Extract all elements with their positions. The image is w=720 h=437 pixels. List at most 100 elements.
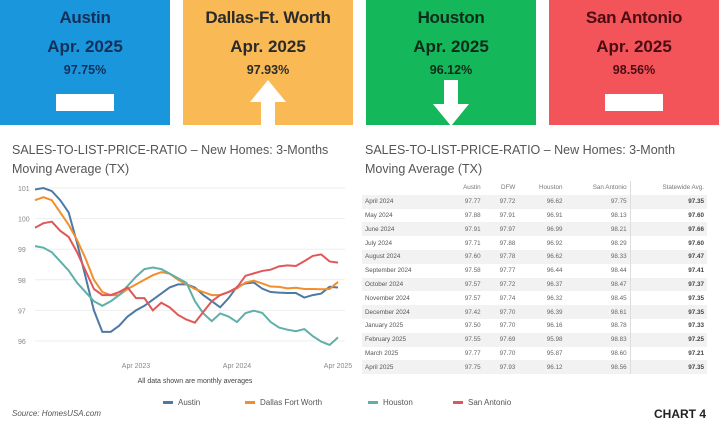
table-cell: 97.77 [464,349,481,357]
x-tick-label: Apr 2025 [324,363,353,370]
y-tick-label: 98 [18,278,26,285]
column-header [362,181,446,195]
table-cell: 97.70 [499,322,516,330]
table-cell: 97.60 [629,208,707,223]
card-month: Apr. 2025 [596,37,672,56]
card-value: 97.93% [246,63,290,77]
table-cell: 95.98 [546,336,563,344]
table-cell: September 2024 [365,267,412,275]
table-cell: 97.21 [629,346,707,361]
table-cell: 97.77 [464,198,481,206]
table-cell: 98.83 [610,336,627,344]
table-row: April 2025 97.75 97.93 96.12 98.56 97.35 [362,360,707,375]
data-table: Austin DFW Houston San Antonio Statewide Avg… [362,181,707,375]
table-cell: March 2025 [365,349,399,357]
series-line-dallas-fort-worth [34,196,339,297]
table-cell: 97.60 [629,236,707,250]
market-card-san-antonio: San Antonio Apr. 2025 98.56% [549,0,719,125]
card-value: 98.56% [612,63,656,77]
chart-title: SALES-TO-LIST-PRICE-RATIO – New Homes: 3… [12,143,329,176]
table-cell: 96.62 [546,198,563,206]
table-cell: April 2024 [365,198,394,206]
table-cell: 97.72 [499,280,516,288]
table-row: February 2025 97.55 97.69 95.98 98.83 97.25 [362,332,707,347]
table-cell: 96.91 [546,211,563,219]
table-cell: 97.55 [464,336,481,344]
table-cell: 96.92 [546,239,563,247]
table-cell: May 2024 [365,211,393,219]
series-line-san-antonio [34,220,339,324]
table-cell: 96.44 [546,267,563,275]
table-cell: December 2024 [365,308,410,316]
table-cell: 97.78 [499,253,516,261]
market-card-dallas-ft-worth: Dallas-Ft. Worth Apr. 2025 97.93% [183,0,353,126]
table-cell: 97.91 [464,225,481,233]
card-value: 97.75% [63,63,107,77]
table-row: April 2024 97.77 97.72 96.62 97.75 97.35 [362,194,707,209]
table-cell: 97.69 [499,336,516,344]
table-cell: 98.78 [610,322,627,330]
table-cell: 97.50 [464,322,481,330]
legend-label: Houston [383,398,413,407]
legend-swatch [245,401,255,404]
table-cell: 97.93 [499,363,516,371]
table-cell: 97.88 [499,239,516,247]
legend-item: Dallas Fort Worth [245,398,322,407]
table-cell: 97.60 [464,253,481,261]
legend-label: Austin [178,398,201,407]
table-cell: 98.21 [610,225,627,233]
column-header: Austin [463,184,481,192]
legend-label: San Antonio [468,398,512,407]
table-cell: 97.72 [499,198,516,206]
table-cell: 97.74 [499,294,516,302]
table-cell: 97.70 [499,308,516,316]
legend-label: Dallas Fort Worth [260,398,323,407]
y-tick-label: 97 [18,308,26,315]
column-header: San Antonio [592,184,627,192]
table-cell: 98.29 [610,239,627,247]
column-header: Houston [539,184,563,192]
column-header: Statewide Avg. [629,181,707,195]
market-card-houston: Houston Apr. 2025 96.12% [366,0,536,126]
table-cell: 97.57 [464,294,481,302]
market-card-austin: Austin Apr. 2025 97.75% [0,0,170,125]
y-tick-label: 101 [18,186,30,193]
table-cell: 96.39 [546,308,563,316]
table-cell: 98.13 [610,211,627,219]
table-row: September 2024 97.58 97.77 96.44 98.44 97.41 [362,263,707,278]
table-cell: 97.35 [629,305,707,319]
card-month: Apr. 2025 [413,37,489,56]
table-cell: 97.47 [629,249,707,264]
table-cell: October 2024 [365,280,404,288]
table-cell: 98.60 [610,349,627,357]
card-month: Apr. 2025 [230,37,306,56]
table-cell: 97.97 [499,225,516,233]
table-cell: 97.57 [464,280,481,288]
table-cell: 97.25 [629,332,707,347]
table-row: August 2024 97.60 97.78 96.62 98.33 97.47 [362,249,707,264]
down-arrow-icon [433,80,469,126]
chart-label: CHART 4 [653,407,706,421]
table-cell: 97.37 [629,277,707,292]
legend-swatch [453,401,463,404]
line-chart: 96 97 98 99 100 101 Apr 2023 Apr 2024 Apr 2025 Al… [18,186,353,385]
card-city: Houston [417,8,485,27]
source-note: Source: HomesUSA.com [12,409,101,418]
x-tick-label: Apr 2023 [122,363,151,370]
table-cell: July 2024 [365,239,392,247]
table-cell: 98.33 [610,253,627,261]
table-cell: 96.32 [546,294,563,302]
series-line-houston [34,245,339,347]
card-value: 96.12% [429,63,473,77]
table-cell: 96.62 [546,253,563,261]
up-arrow-icon [250,80,286,126]
table-cell: February 2025 [365,336,406,344]
table-cell: 98.45 [610,294,627,302]
table-row: June 2024 97.91 97.97 96.99 98.21 97.66 [362,222,707,237]
table-row: March 2025 97.77 97.70 95.87 98.60 97.21 [362,346,707,361]
flat-trend-icon [605,94,663,111]
table-cell: 96.99 [546,225,563,233]
table-row: May 2024 97.88 97.91 96.91 98.13 97.60 [362,208,707,223]
table-cell: August 2024 [365,253,401,261]
table-cell: 98.44 [610,267,627,275]
